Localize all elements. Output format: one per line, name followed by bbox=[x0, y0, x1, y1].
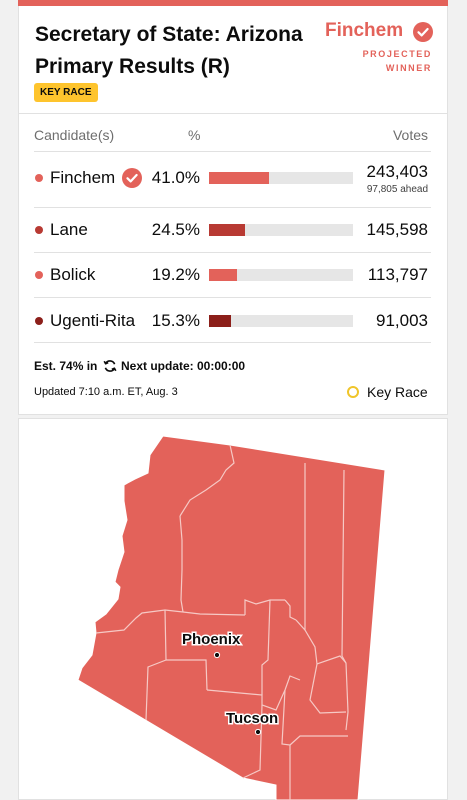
city-phoenix: Phoenix bbox=[181, 630, 243, 659]
candidate-name: Finchem bbox=[50, 168, 116, 187]
city-marker bbox=[213, 651, 221, 659]
column-header-percent: % bbox=[188, 127, 201, 143]
table-divider bbox=[34, 252, 431, 253]
candidate-color-dot bbox=[35, 271, 43, 279]
vote-share-fill bbox=[209, 269, 238, 281]
arizona-state-shape bbox=[77, 435, 386, 800]
candidate-color-dot bbox=[35, 317, 43, 325]
vote-share-fill bbox=[209, 172, 270, 184]
check-circle-icon bbox=[413, 22, 433, 42]
candidate-votes: 91,003 bbox=[376, 311, 428, 330]
last-updated: Updated 7:10 a.m. ET, Aug. 3 bbox=[34, 386, 178, 398]
candidate-name: Lane bbox=[50, 220, 88, 239]
key-race-legend-label: Key Race bbox=[367, 384, 428, 400]
city-tucson: Tucson bbox=[225, 709, 280, 736]
candidate-percent: 15.3% bbox=[151, 311, 200, 330]
candidate-percent: 19.2% bbox=[151, 265, 200, 284]
refresh-icon bbox=[103, 360, 117, 372]
candidate-percent: 24.5% bbox=[151, 220, 200, 239]
projected-label-line1: PROJECTED bbox=[362, 49, 432, 59]
candidate-votes: 243,403 bbox=[366, 162, 428, 181]
city-marker bbox=[254, 728, 262, 736]
table-divider bbox=[34, 151, 431, 152]
vote-share-bar bbox=[209, 269, 353, 281]
county-borders bbox=[95, 444, 349, 800]
candidate-percent: 41.0% bbox=[151, 168, 200, 187]
city-label: Phoenix bbox=[182, 631, 241, 648]
projected-winner-name: Finchem bbox=[325, 20, 404, 41]
candidate-votes: 113,797 bbox=[367, 265, 428, 284]
next-update-timer: Next update: 00:00:00 bbox=[121, 359, 246, 373]
candidate-color-dot bbox=[35, 174, 43, 182]
column-header-votes: Votes bbox=[392, 127, 428, 143]
vote-share-bar bbox=[209, 224, 353, 236]
votes-ahead: 97,805 ahead bbox=[366, 184, 428, 195]
city-label: Tucson bbox=[226, 710, 278, 727]
candidate-name: Bolick bbox=[50, 265, 96, 284]
table-divider bbox=[34, 342, 431, 343]
vote-share-fill bbox=[209, 315, 232, 327]
header-divider bbox=[18, 113, 448, 114]
card-accent-bar bbox=[18, 0, 448, 6]
candidate-color-dot bbox=[35, 226, 43, 234]
projected-label-line2: WINNER bbox=[385, 63, 432, 73]
projected-winner-label: PROJECTED WINNER bbox=[340, 47, 432, 75]
candidate-votes: 145,598 bbox=[366, 220, 428, 239]
table-divider bbox=[34, 207, 431, 208]
estimate-reporting: Est. 74% in bbox=[34, 359, 98, 373]
race-title: Secretary of State: Arizona Primary Resu… bbox=[35, 23, 303, 78]
candidate-name: Ugenti-Rita bbox=[50, 311, 136, 330]
arizona-county-map: Phoenix Tucson bbox=[77, 435, 386, 800]
vote-share-bar bbox=[209, 315, 353, 327]
column-header-candidates: Candidate(s) bbox=[34, 127, 115, 143]
key-race-badge: KEY RACE bbox=[34, 83, 98, 102]
vote-share-bar bbox=[209, 172, 353, 184]
vote-share-fill bbox=[209, 224, 245, 236]
key-race-legend-icon bbox=[347, 386, 359, 398]
table-divider bbox=[34, 297, 431, 298]
winner-check-icon bbox=[122, 168, 142, 188]
